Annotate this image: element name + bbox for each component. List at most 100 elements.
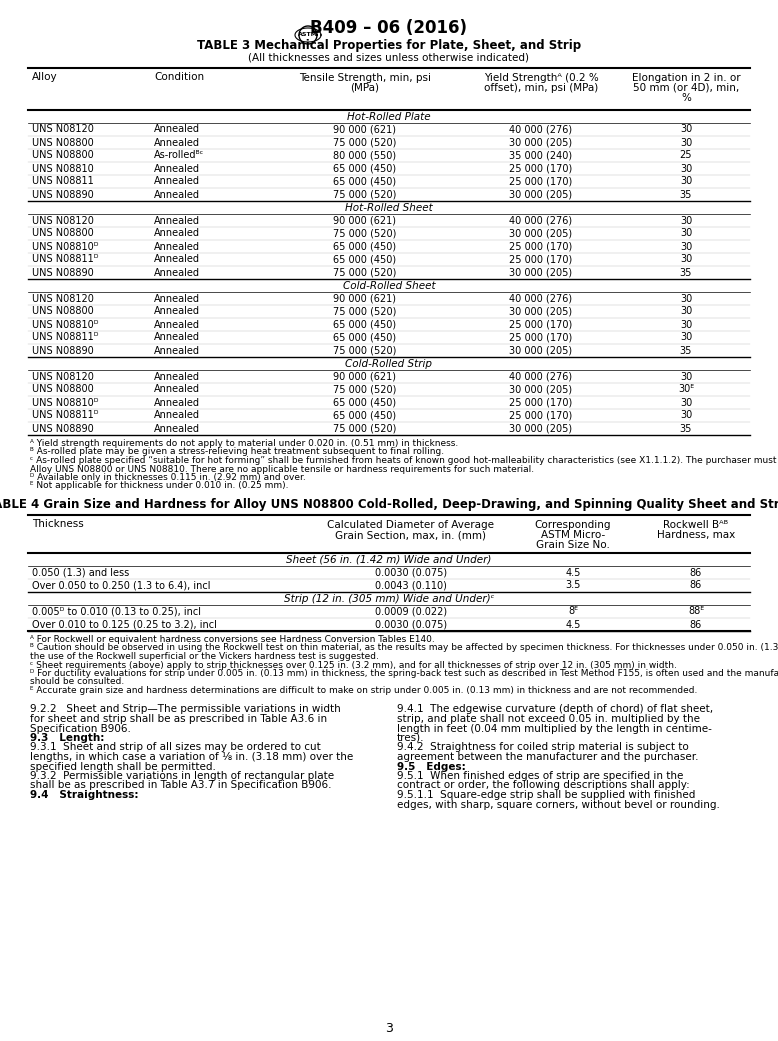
Text: 40 000 (276): 40 000 (276): [510, 215, 573, 226]
Text: UNS N08800: UNS N08800: [32, 151, 94, 160]
Text: Annealed: Annealed: [154, 320, 200, 330]
Text: ᴬ Yield strength requirements do not apply to material under 0.020 in. (0.51 mm): ᴬ Yield strength requirements do not app…: [30, 439, 458, 448]
Text: ᴰ For ductility evaluations for strip under 0.005 in. (0.13 mm) in thickness, th: ᴰ For ductility evaluations for strip un…: [30, 669, 778, 678]
Text: UNS N08890: UNS N08890: [32, 424, 94, 433]
Text: UNS N08800: UNS N08800: [32, 384, 94, 395]
Text: offset), min, psi (MPa): offset), min, psi (MPa): [484, 83, 598, 93]
Text: 35: 35: [680, 268, 692, 278]
Text: 30 000 (205): 30 000 (205): [510, 137, 573, 148]
Text: Specification B906.: Specification B906.: [30, 723, 131, 734]
Text: 0.005ᴰ to 0.010 (0.13 to 0.25), incl: 0.005ᴰ to 0.010 (0.13 to 0.25), incl: [32, 607, 201, 616]
Text: 65 000 (450): 65 000 (450): [334, 177, 397, 186]
Text: %: %: [681, 93, 691, 103]
Text: 40 000 (276): 40 000 (276): [510, 125, 573, 134]
Text: Calculated Diameter of Average: Calculated Diameter of Average: [328, 520, 495, 530]
Text: ᶜ Sheet requirements (above) apply to strip thicknesses over 0.125 in. (3.2 mm),: ᶜ Sheet requirements (above) apply to st…: [30, 660, 677, 669]
Text: 30: 30: [680, 410, 692, 421]
Text: 30 000 (205): 30 000 (205): [510, 306, 573, 316]
Text: 30 000 (205): 30 000 (205): [510, 189, 573, 200]
Text: 75 000 (520): 75 000 (520): [333, 229, 397, 238]
Text: 75 000 (520): 75 000 (520): [333, 137, 397, 148]
Text: 35: 35: [680, 424, 692, 433]
Text: 30: 30: [680, 229, 692, 238]
Text: (All thicknesses and sizes unless otherwise indicated): (All thicknesses and sizes unless otherw…: [248, 52, 530, 62]
Text: 75 000 (520): 75 000 (520): [333, 306, 397, 316]
Text: ᴮ Caution should be observed in using the Rockwell test on thin material, as the: ᴮ Caution should be observed in using th…: [30, 643, 778, 653]
Text: Cold-Rolled Strip: Cold-Rolled Strip: [345, 359, 433, 369]
Text: 65 000 (450): 65 000 (450): [334, 398, 397, 407]
Text: As-rolledᴮᶜ: As-rolledᴮᶜ: [154, 151, 205, 160]
Text: UNS N08810ᴰ: UNS N08810ᴰ: [32, 398, 99, 407]
Text: UNS N08890: UNS N08890: [32, 346, 94, 355]
Text: Annealed: Annealed: [154, 229, 200, 238]
Text: Over 0.010 to 0.125 (0.25 to 3.2), incl: Over 0.010 to 0.125 (0.25 to 3.2), incl: [32, 619, 217, 630]
Text: 30: 30: [680, 163, 692, 174]
Text: Annealed: Annealed: [154, 332, 200, 342]
Text: 8ᴱ: 8ᴱ: [568, 607, 578, 616]
Text: 75 000 (520): 75 000 (520): [333, 424, 397, 433]
Text: UNS N08120: UNS N08120: [32, 294, 94, 304]
Text: Sheet (56 in. (1.42 m) Wide and Under): Sheet (56 in. (1.42 m) Wide and Under): [286, 555, 492, 565]
Text: UNS N08810ᴰ: UNS N08810ᴰ: [32, 320, 99, 330]
Text: UNS N08811ᴰ: UNS N08811ᴰ: [32, 254, 99, 264]
Text: Cold-Rolled Sheet: Cold-Rolled Sheet: [342, 281, 436, 291]
Text: 90 000 (621): 90 000 (621): [334, 294, 397, 304]
Text: Annealed: Annealed: [154, 384, 200, 395]
Text: UNS N08800: UNS N08800: [32, 229, 94, 238]
Text: 9.3.2  Permissible variations in length of rectangular plate: 9.3.2 Permissible variations in length o…: [30, 771, 334, 781]
Text: contract or order, the following descriptions shall apply:: contract or order, the following descrip…: [397, 781, 690, 790]
Text: 4.5: 4.5: [566, 619, 580, 630]
Text: Annealed: Annealed: [154, 163, 200, 174]
Text: 25 000 (170): 25 000 (170): [510, 242, 573, 252]
Text: 90 000 (621): 90 000 (621): [334, 125, 397, 134]
Text: 0.0043 (0.110): 0.0043 (0.110): [375, 581, 447, 590]
Text: UNS N08890: UNS N08890: [32, 189, 94, 200]
Text: 0.050 (1.3) and less: 0.050 (1.3) and less: [32, 567, 129, 578]
Text: Yield Strengthᴬ (0.2 %: Yield Strengthᴬ (0.2 %: [484, 73, 598, 83]
Text: edges, with sharp, square corners, without bevel or rounding.: edges, with sharp, square corners, witho…: [397, 799, 720, 810]
Text: 9.3.1  Sheet and strip of all sizes may be ordered to cut: 9.3.1 Sheet and strip of all sizes may b…: [30, 742, 321, 753]
Text: 0.0030 (0.075): 0.0030 (0.075): [375, 567, 447, 578]
Text: 9.5   Edges:: 9.5 Edges:: [397, 762, 466, 771]
Text: 30: 30: [680, 215, 692, 226]
Text: 35: 35: [680, 189, 692, 200]
Text: 30 000 (205): 30 000 (205): [510, 346, 573, 355]
Text: ᴰ Available only in thicknesses 0.115 in. (2.92 mm) and over.: ᴰ Available only in thicknesses 0.115 in…: [30, 473, 306, 482]
Text: ᴱ Accurate grain size and hardness determinations are difficult to make on strip: ᴱ Accurate grain size and hardness deter…: [30, 686, 697, 695]
Text: specified length shall be permitted.: specified length shall be permitted.: [30, 762, 216, 771]
Text: 3.5: 3.5: [566, 581, 580, 590]
Text: 75 000 (520): 75 000 (520): [333, 268, 397, 278]
Text: 88ᴱ: 88ᴱ: [688, 607, 704, 616]
Text: Annealed: Annealed: [154, 189, 200, 200]
Text: Annealed: Annealed: [154, 125, 200, 134]
Text: 80 000 (550): 80 000 (550): [334, 151, 397, 160]
Text: 40 000 (276): 40 000 (276): [510, 294, 573, 304]
Text: 75 000 (520): 75 000 (520): [333, 384, 397, 395]
Text: the use of the Rockwell superficial or the Vickers hardness test is suggested.: the use of the Rockwell superficial or t…: [30, 652, 379, 661]
Text: UNS N08811ᴰ: UNS N08811ᴰ: [32, 410, 99, 421]
Text: Annealed: Annealed: [154, 410, 200, 421]
Text: UNS N08811ᴰ: UNS N08811ᴰ: [32, 332, 99, 342]
Text: 25 000 (170): 25 000 (170): [510, 410, 573, 421]
Text: 65 000 (450): 65 000 (450): [334, 163, 397, 174]
Text: Thickness: Thickness: [32, 519, 84, 529]
Text: tres).: tres).: [397, 733, 425, 743]
Text: Tensile Strength, min, psi: Tensile Strength, min, psi: [299, 73, 431, 83]
Text: length in feet (0.04 mm multiplied by the length in centime-: length in feet (0.04 mm multiplied by th…: [397, 723, 712, 734]
Text: 9.5.1.1  Square-edge strip shall be supplied with finished: 9.5.1.1 Square-edge strip shall be suppl…: [397, 790, 696, 799]
Text: lengths, in which case a variation of ⅛ in. (3.18 mm) over the: lengths, in which case a variation of ⅛ …: [30, 752, 353, 762]
Text: Annealed: Annealed: [154, 346, 200, 355]
Text: UNS N08120: UNS N08120: [32, 372, 94, 381]
Text: strip, and plate shall not exceed 0.05 in. multiplied by the: strip, and plate shall not exceed 0.05 i…: [397, 714, 700, 723]
Text: ᶜ As-rolled plate specified “suitable for hot forming” shall be furnished from h: ᶜ As-rolled plate specified “suitable fo…: [30, 456, 778, 465]
Text: 30: 30: [680, 177, 692, 186]
Text: TABLE 4 Grain Size and Hardness for Alloy UNS N08800 Cold-Rolled, Deep-Drawing, : TABLE 4 Grain Size and Hardness for Allo…: [0, 498, 778, 511]
Text: 30 000 (205): 30 000 (205): [510, 229, 573, 238]
Text: 0.0009 (0.022): 0.0009 (0.022): [375, 607, 447, 616]
Text: 30: 30: [680, 137, 692, 148]
Text: 25 000 (170): 25 000 (170): [510, 177, 573, 186]
Text: 4.5: 4.5: [566, 567, 580, 578]
Text: Hardness, max: Hardness, max: [657, 530, 735, 540]
Text: 30 000 (205): 30 000 (205): [510, 384, 573, 395]
Text: Annealed: Annealed: [154, 306, 200, 316]
